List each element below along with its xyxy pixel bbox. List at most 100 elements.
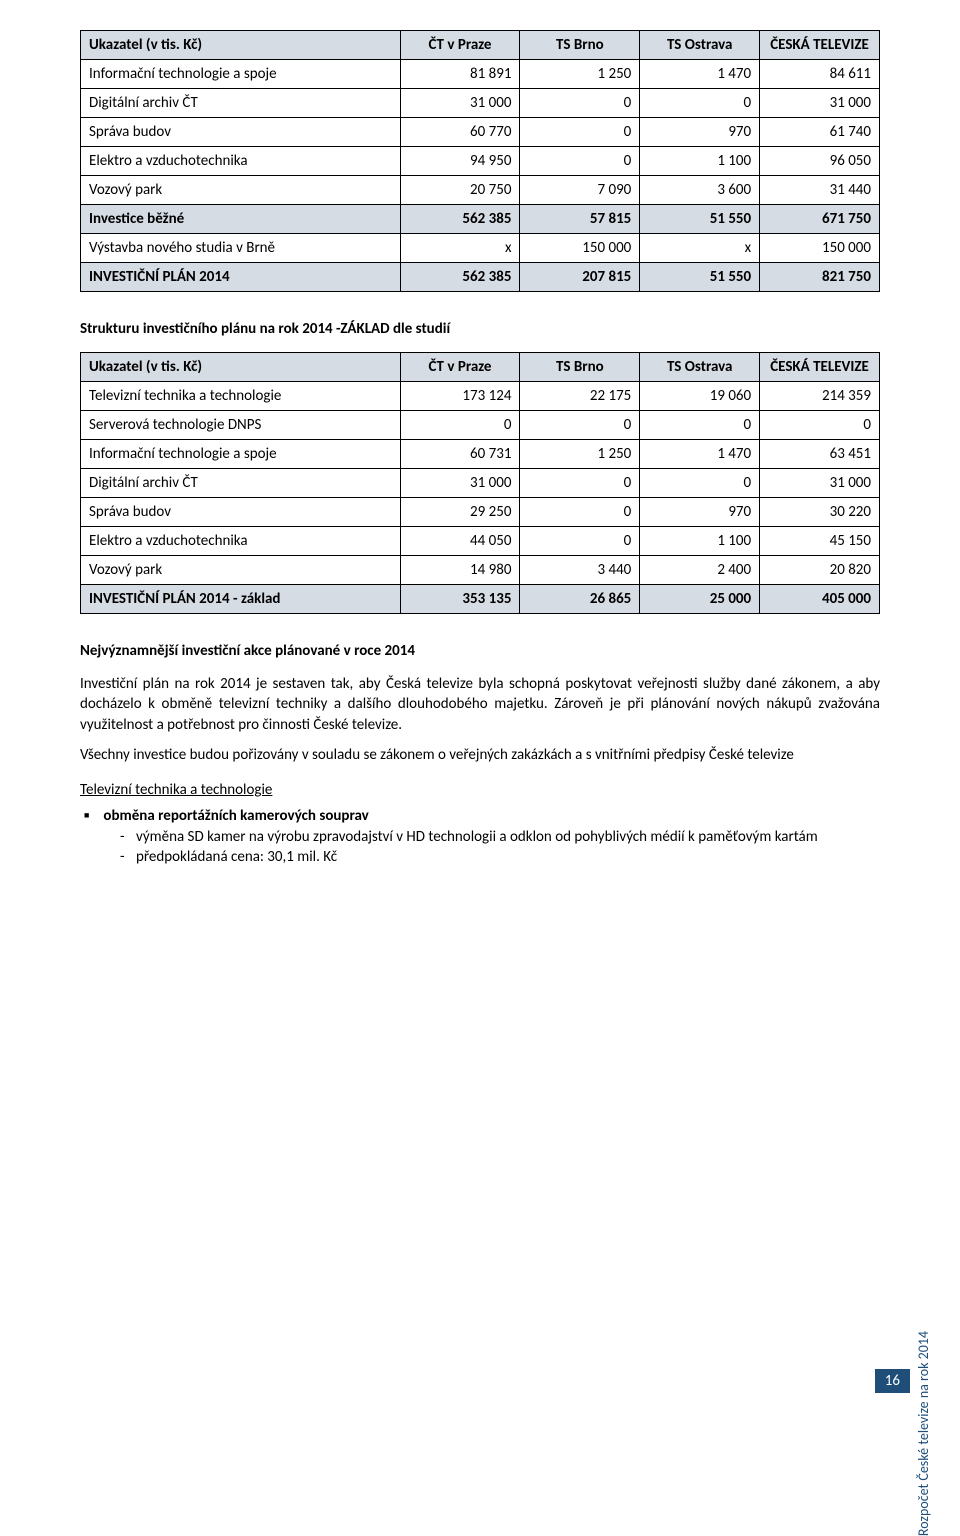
row-value: 150 000: [520, 234, 640, 263]
table-row: Digitální archiv ČT31 0000031 000: [81, 89, 880, 118]
table-row: Informační technologie a spoje81 8911 25…: [81, 60, 880, 89]
row-value: 84 611: [760, 60, 880, 89]
row-value: 150 000: [760, 234, 880, 263]
row-value: 61 740: [760, 118, 880, 147]
row-value: 0: [640, 469, 760, 498]
row-value: 562 385: [400, 205, 520, 234]
col-header: ČT v Praze: [400, 353, 520, 382]
row-value: 94 950: [400, 147, 520, 176]
row-value: 31 000: [400, 469, 520, 498]
row-label: Digitální archiv ČT: [81, 89, 401, 118]
table-row: Televizní technika a technologie173 1242…: [81, 382, 880, 411]
section-title-nejvyznamnejsi: Nejvýznamnější investiční akce plánované…: [80, 642, 880, 660]
row-label: Správa budov: [81, 498, 401, 527]
row-label: Elektro a vzduchotechnika: [81, 147, 401, 176]
col-header: ČT v Praze: [400, 31, 520, 60]
row-value: 0: [520, 498, 640, 527]
row-label: Digitální archiv ČT: [81, 469, 401, 498]
row-value: 3 600: [640, 176, 760, 205]
row-value: 63 451: [760, 440, 880, 469]
row-value: 20 750: [400, 176, 520, 205]
row-value: 14 980: [400, 556, 520, 585]
row-value: 57 815: [520, 205, 640, 234]
table-row: Digitální archiv ČT31 0000031 000: [81, 469, 880, 498]
row-value: 671 750: [760, 205, 880, 234]
table-row: Elektro a vzduchotechnika94 95001 10096 …: [81, 147, 880, 176]
row-value: 31 440: [760, 176, 880, 205]
row-value: 2 400: [640, 556, 760, 585]
row-value: 26 865: [520, 585, 640, 614]
row-value: 1 100: [640, 527, 760, 556]
row-value: 31 000: [760, 89, 880, 118]
row-value: 29 250: [400, 498, 520, 527]
row-label: INVESTIČNÍ PLÁN 2014 - základ: [81, 585, 401, 614]
table-row: Vozový park20 7507 0903 60031 440: [81, 176, 880, 205]
row-value: 0: [520, 527, 640, 556]
row-value: 1 100: [640, 147, 760, 176]
table-row: Informační technologie a spoje60 7311 25…: [81, 440, 880, 469]
col-header: ČESKÁ TELEVIZE: [760, 31, 880, 60]
table-row: INVESTIČNÍ PLÁN 2014 - základ353 13526 8…: [81, 585, 880, 614]
subsection-title: Televizní technika a technologie: [80, 781, 880, 799]
table-row: Výstavba nového studia v Brněx150 000x15…: [81, 234, 880, 263]
table-row: INVESTIČNÍ PLÁN 2014562 385207 81551 550…: [81, 263, 880, 292]
row-value: 353 135: [400, 585, 520, 614]
col-header: Ukazatel (v tis. Kč): [81, 31, 401, 60]
row-value: 214 359: [760, 382, 880, 411]
row-value: 20 820: [760, 556, 880, 585]
col-header: TS Brno: [520, 353, 640, 382]
investment-table-1: Ukazatel (v tis. Kč) ČT v Praze TS Brno …: [80, 30, 880, 292]
row-value: 562 385: [400, 263, 520, 292]
row-value: 45 150: [760, 527, 880, 556]
row-value: x: [400, 234, 520, 263]
row-label: Elektro a vzduchotechnika: [81, 527, 401, 556]
row-value: 970: [640, 498, 760, 527]
row-value: 970: [640, 118, 760, 147]
row-value: 7 090: [520, 176, 640, 205]
paragraph-1: Investiční plán na rok 2014 je sestaven …: [80, 674, 880, 735]
row-value: 51 550: [640, 205, 760, 234]
row-value: 25 000: [640, 585, 760, 614]
row-value: 0: [520, 411, 640, 440]
row-value: 0: [520, 147, 640, 176]
dash-item: výměna SD kamer na výrobu zpravodajství …: [136, 827, 880, 847]
row-value: 31 000: [760, 469, 880, 498]
row-value: 1 470: [640, 440, 760, 469]
side-caption: Rozpočet České televize na rok 2014: [915, 1331, 932, 1536]
row-value: 0: [520, 89, 640, 118]
row-label: Informační technologie a spoje: [81, 60, 401, 89]
page-number: 16: [875, 1369, 910, 1393]
row-value: 30 220: [760, 498, 880, 527]
bullet-list: obměna reportážních kamerových souprav v…: [80, 807, 880, 868]
row-value: 31 000: [400, 89, 520, 118]
row-label: INVESTIČNÍ PLÁN 2014: [81, 263, 401, 292]
dash-item: předpokládaná cena: 30,1 mil. Kč: [136, 847, 880, 867]
table-row: Správa budov29 250097030 220: [81, 498, 880, 527]
row-value: 22 175: [520, 382, 640, 411]
table-header-row: Ukazatel (v tis. Kč) ČT v Praze TS Brno …: [81, 31, 880, 60]
row-value: 60 770: [400, 118, 520, 147]
row-value: 0: [520, 118, 640, 147]
row-value: 0: [520, 469, 640, 498]
row-value: 0: [400, 411, 520, 440]
row-value: 173 124: [400, 382, 520, 411]
row-value: 60 731: [400, 440, 520, 469]
col-header: Ukazatel (v tis. Kč): [81, 353, 401, 382]
row-value: 19 060: [640, 382, 760, 411]
table-header-row: Ukazatel (v tis. Kč) ČT v Praze TS Brno …: [81, 353, 880, 382]
bullet-text: obměna reportážních kamerových souprav: [103, 807, 368, 825]
bullet-item: obměna reportážních kamerových souprav v…: [100, 807, 880, 868]
row-value: 81 891: [400, 60, 520, 89]
row-value: 0: [640, 89, 760, 118]
table-row: Elektro a vzduchotechnika44 05001 10045 …: [81, 527, 880, 556]
row-value: 821 750: [760, 263, 880, 292]
paragraph-2: Všechny investice budou pořizovány v sou…: [80, 745, 880, 765]
table-row: Serverová technologie DNPS0000: [81, 411, 880, 440]
row-value: 1 250: [520, 440, 640, 469]
row-label: Televizní technika a technologie: [81, 382, 401, 411]
col-header: TS Brno: [520, 31, 640, 60]
row-label: Serverová technologie DNPS: [81, 411, 401, 440]
row-value: 3 440: [520, 556, 640, 585]
investment-table-2: Ukazatel (v tis. Kč) ČT v Praze TS Brno …: [80, 352, 880, 614]
table-row: Investice běžné562 38557 81551 550671 75…: [81, 205, 880, 234]
